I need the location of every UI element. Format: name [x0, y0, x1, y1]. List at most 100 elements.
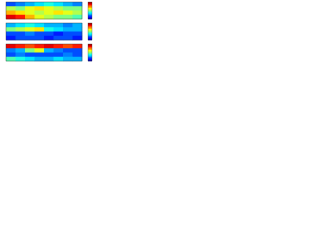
heatmap-cell: [72, 14, 83, 20]
heatmap-cell: [15, 44, 26, 49]
heatmap-cell: [72, 6, 83, 11]
heatmap-cell: [63, 14, 73, 20]
heatmap-cell: [15, 31, 26, 37]
heatmap-cell: [44, 14, 54, 20]
figure: [5, 1, 93, 62]
heatmap-cell: [34, 56, 45, 62]
heatmap-cell: [53, 10, 64, 16]
heatmap-cell: [6, 31, 16, 37]
heatmap-cell: [6, 56, 16, 62]
heatmap-cell: [53, 44, 64, 49]
heatmap-cell: [63, 2, 73, 7]
heatmap-cell: [6, 6, 16, 11]
heatmap-cell: [44, 2, 54, 7]
heatmap-cell: [44, 44, 54, 49]
heatmap-cell: [25, 2, 35, 7]
heatmap-cell: [53, 52, 64, 58]
page: (() => { const data = JSON.parse(documen…: [0, 0, 100, 64]
plot-frame: [5, 43, 83, 62]
heatmap-cell: [63, 10, 73, 16]
heatmap-cell: [72, 2, 83, 7]
heatmap-cell: [72, 23, 83, 28]
heatmap-cell: [53, 31, 64, 37]
heatmap-cell: [34, 23, 45, 28]
colorbar-frame: [87, 22, 93, 41]
heatmap-cell: [6, 23, 16, 28]
heatmap-cell: [34, 10, 45, 16]
colorbar-segment: [88, 4, 92, 7]
heatmap-cell: [53, 48, 64, 53]
heatmap-cell: [25, 14, 35, 20]
colorbar-segment: [88, 28, 92, 31]
heatmap-cell: [34, 44, 45, 49]
heatmap-cell: [44, 56, 54, 62]
heatmap-cell: [6, 48, 16, 53]
heatmap-cell: [53, 56, 64, 62]
heatmap-cell: [25, 48, 35, 53]
heatmap-cell: [25, 44, 35, 49]
heatmap-cell: [63, 52, 73, 58]
heatmap-cell: [72, 27, 83, 32]
heatmap-cell: [25, 35, 35, 41]
heatmap-cell: [15, 10, 26, 16]
plot-frame: [5, 22, 83, 41]
heatmap-cell: [34, 31, 45, 37]
heatmap-cell: [44, 23, 54, 28]
colorbar-segment: [88, 25, 92, 28]
heatmap-cell: [25, 56, 35, 62]
colorbar-segment: [88, 59, 92, 62]
colorbar-segment: [88, 7, 92, 10]
colorbar-segment: [88, 46, 92, 49]
heatmap-cell: [72, 52, 83, 58]
heatmap-cell: [6, 52, 16, 58]
colorbar-segment: [88, 10, 92, 13]
heatmap-cell: [44, 35, 54, 41]
heatmap-cell: [25, 27, 35, 32]
heatmap-cell: [63, 27, 73, 32]
heatmap-cell: [63, 56, 73, 62]
heatmap-cell: [44, 52, 54, 58]
heatmap-cell: [15, 14, 26, 20]
heatmap-cell: [15, 23, 26, 28]
heatmap-cell: [72, 44, 83, 49]
heatmap-cell: [6, 44, 16, 49]
colorbar-segment: [88, 55, 92, 58]
heatmap-cell: [63, 48, 73, 53]
colorbar-segment: [88, 6, 92, 8]
colorbar-segment: [88, 17, 92, 20]
heatmap-cell: [6, 14, 16, 20]
heatmap-cell: [34, 2, 45, 7]
heatmap-cell: [15, 27, 26, 32]
colorbar-segment: [88, 11, 92, 14]
heatmap-cell: [53, 27, 64, 32]
colorbar-segment: [88, 48, 92, 50]
heatmap-cell: [25, 6, 35, 11]
colorbar-segment: [88, 2, 92, 4]
heatmap-cell: [25, 23, 35, 28]
colorbar-segment: [88, 34, 92, 37]
heatmap-cell: [34, 6, 45, 11]
heatmap-cell: [15, 2, 26, 7]
colorbar-segment: [88, 27, 92, 29]
colorbar-frame: [87, 43, 93, 62]
colorbar-segment: [88, 3, 92, 6]
colorbar-segment: [88, 58, 92, 60]
heatmap-cell: [44, 48, 54, 53]
heatmap-cell: [44, 6, 54, 11]
heatmap-cell: [63, 6, 73, 11]
colorbar-segment: [88, 14, 92, 17]
heatmap-cell: [6, 2, 16, 7]
heatmap-cell: [72, 48, 83, 53]
heatmap-cell: [15, 35, 26, 41]
heatmap-cell: [72, 31, 83, 37]
colorbar-segment: [88, 35, 92, 38]
colorbar-segment: [88, 9, 92, 11]
colorbar-frame: [87, 1, 93, 20]
heatmap-cell: [72, 10, 83, 16]
heatmap-cell: [44, 10, 54, 16]
heatmap-cell: [72, 56, 83, 62]
colorbar-segment: [88, 13, 92, 16]
colorbar-segment: [88, 51, 92, 53]
heatmap-cell: [34, 52, 45, 58]
colorbar-segment: [88, 56, 92, 59]
